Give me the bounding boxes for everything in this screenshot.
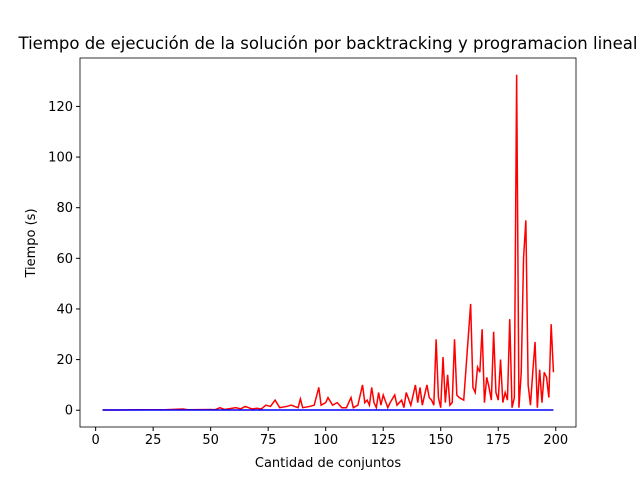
x-tick-label: 100 xyxy=(313,433,338,448)
x-tick-label: 150 xyxy=(428,433,453,448)
y-tick-label: 20 xyxy=(56,353,73,368)
chart-title: Tiempo de ejecución de la solución por b… xyxy=(18,34,638,53)
y-axis-label: Tiempo (s) xyxy=(24,208,39,278)
data-line xyxy=(102,74,555,411)
x-tick-label: 200 xyxy=(543,433,568,448)
x-tick-label: 0 xyxy=(92,433,100,448)
x-axis-label: Cantidad de conjuntos xyxy=(255,456,401,471)
x-tick-label: 50 xyxy=(202,433,219,448)
plot-frame xyxy=(79,57,577,428)
y-tick-label: 60 xyxy=(56,252,73,267)
x-tick-label: 175 xyxy=(486,433,511,448)
y-tick-label: 80 xyxy=(56,201,73,216)
x-tick-label: 75 xyxy=(260,433,277,448)
y-tick-label: 0 xyxy=(65,404,73,419)
y-tick-label: 120 xyxy=(48,100,73,115)
x-tick-label: 25 xyxy=(145,433,162,448)
y-tick-label: 100 xyxy=(48,151,73,166)
x-tick-label: 125 xyxy=(371,433,396,448)
y-tick-label: 40 xyxy=(56,302,73,317)
